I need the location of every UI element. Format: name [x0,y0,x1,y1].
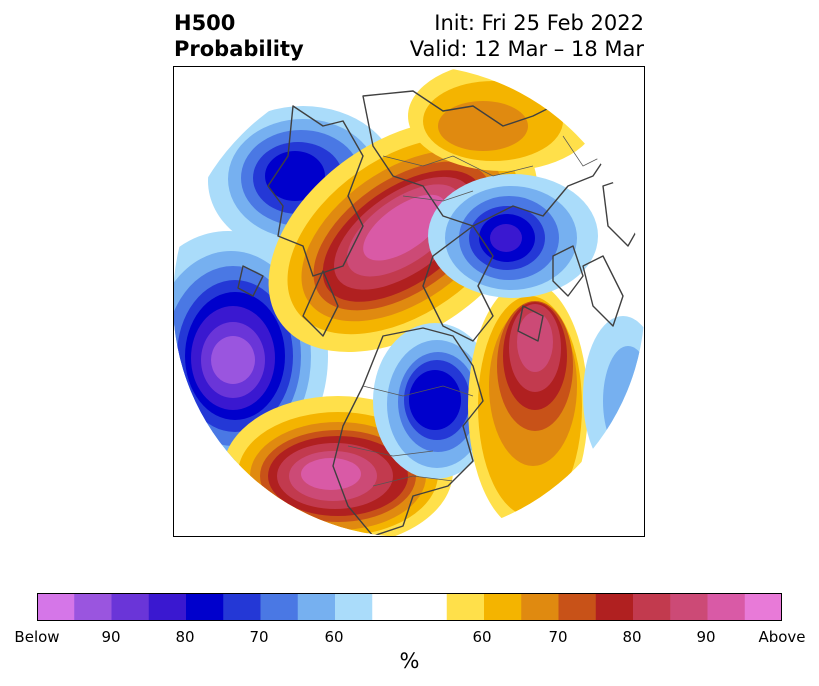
borders [347,135,604,487]
colorbar-swatches [37,593,782,621]
tick-label: Above [758,628,806,646]
colorbar-swatch [186,593,224,621]
anomaly-west-na-above [223,396,453,537]
anomaly-east-na-below [373,323,497,479]
colorbar-swatch [409,593,448,621]
colorbar-swatch [521,593,559,621]
tick-label: 80 [622,628,642,646]
colorbar-swatch [260,593,299,621]
title-line-2: Probability [174,37,304,61]
colorbar-swatch [111,593,150,621]
tick-label: 60 [324,628,344,646]
date-info: Init: Fri 25 Feb 2022 Valid: 12 Mar – 18… [410,10,644,62]
tick-label: 90 [101,628,121,646]
colorbar-swatch [372,593,410,621]
anomaly-europe-below [428,174,598,298]
colorbar-swatch [744,593,782,621]
colorbar-swatch [707,593,746,621]
colorbar-swatch [558,593,597,621]
colorbar-swatch [223,593,261,621]
init-date: Init: Fri 25 Feb 2022 [434,11,644,35]
valid-range: Valid: 12 Mar – 18 Mar [409,37,644,61]
colorbar-swatch [595,593,634,621]
tick-label: 70 [249,628,269,646]
tick-label: 90 [696,628,716,646]
colorbar-swatch [484,593,522,621]
colorbar-swatch [297,593,336,621]
map-panel [173,66,645,537]
tick-label: Below [14,628,60,646]
colorbar-ticks: Below 90 80 70 60 60 70 80 90 Above [14,628,805,648]
tick-label: 80 [175,628,195,646]
tick-label: 70 [548,628,568,646]
colorbar-swatch [74,593,112,621]
colorbar-border [37,593,782,621]
colorbar [37,593,782,621]
colorbar-swatch [633,593,671,621]
colorbar-swatch [37,593,75,621]
title-line-1: H500 [174,11,236,35]
colorbar-unit-label: % [399,649,420,673]
colorbar-swatch [335,593,373,621]
colorbar-swatch [446,593,485,621]
anomaly-atlantic-above [468,281,588,531]
coastlines [237,90,645,537]
colorbar-swatch [148,593,187,621]
colorbar-swatch [670,593,708,621]
tick-label: 60 [472,628,492,646]
map-border [173,66,645,537]
map-title: H500 Probability [174,10,304,62]
